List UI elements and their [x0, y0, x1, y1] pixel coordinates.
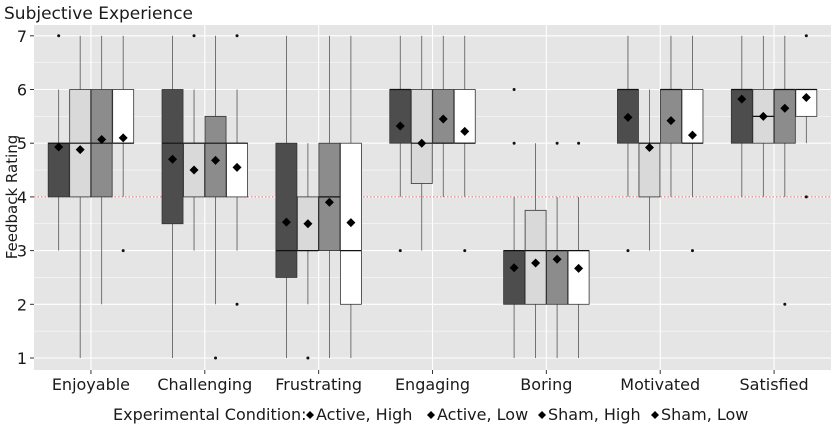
mean-marker [737, 94, 747, 104]
outlier-point [398, 249, 402, 253]
outlier-point [121, 249, 125, 253]
outlier-point [555, 141, 559, 145]
mean-marker [324, 197, 334, 207]
outlier-point [463, 249, 467, 253]
box [389, 89, 412, 144]
x-tick-label: Boring [520, 375, 572, 394]
mean-marker [346, 218, 356, 228]
mean-marker [666, 116, 676, 126]
mean-marker [395, 121, 405, 131]
box-group-frustrating [275, 35, 362, 360]
mean-marker [438, 114, 448, 124]
y-tick-label: 1 [17, 349, 27, 368]
chart-title: Subjective Experience [4, 4, 193, 24]
box [275, 142, 298, 278]
outlier-point [577, 141, 581, 145]
legend-title: Experimental Condition: [113, 405, 307, 424]
outlier-point [512, 88, 516, 91]
outlier-point [192, 34, 196, 38]
mean-marker [54, 142, 64, 152]
box-group-challenging [161, 34, 248, 360]
legend-key [427, 411, 435, 419]
mean-marker [189, 165, 199, 175]
outlier-point [306, 356, 310, 360]
y-tick-label: 6 [17, 81, 27, 100]
legend: Experimental Condition: Active, High Activ… [113, 405, 748, 424]
outlier-point [57, 34, 61, 38]
mean-marker [574, 263, 584, 273]
x-tick-label: Challenging [157, 375, 252, 394]
legend-label: Sham, Low [661, 405, 748, 424]
legend-label: Active, High [316, 405, 412, 424]
outlier-point [783, 302, 787, 306]
legend-key [538, 411, 546, 419]
box-group-engaging [389, 35, 476, 253]
x-axis-ticks: Enjoyable Challenging Frustrating Engaging B… [52, 370, 809, 394]
outlier-point [690, 249, 694, 253]
legend-key [306, 411, 314, 419]
y-axis-ticks: 1 2 3 4 5 6 7 [17, 27, 34, 368]
mean-marker [417, 138, 427, 148]
box-group-enjoyable [47, 34, 135, 358]
outlier-point [804, 195, 808, 199]
mean-marker [758, 111, 768, 121]
mean-marker [281, 217, 291, 227]
mean-marker [118, 133, 128, 143]
mean-marker [460, 126, 470, 136]
box-group-boring [503, 88, 590, 358]
mean-marker [303, 219, 313, 229]
y-axis-label: Feedback Rating [3, 135, 21, 260]
mean-marker [644, 142, 654, 152]
outlier-point [235, 34, 239, 38]
outlier-point [626, 249, 630, 253]
box-groups [47, 34, 818, 360]
outlier-point [804, 34, 808, 38]
outlier-point [214, 356, 218, 360]
mean-marker [552, 254, 562, 264]
box-group-motivated [617, 35, 704, 253]
mean-marker [75, 145, 85, 155]
mean-marker [509, 263, 519, 273]
box [503, 250, 526, 305]
y-tick-label: 3 [17, 242, 27, 261]
y-tick-label: 2 [17, 295, 27, 314]
mean-marker [623, 112, 633, 122]
x-tick-label: Engaging [395, 375, 470, 394]
box [567, 250, 590, 305]
outlier-point [235, 302, 239, 306]
mean-marker [168, 154, 178, 164]
y-tick-label: 7 [17, 27, 27, 46]
x-tick-label: Motivated [620, 375, 700, 394]
box [410, 89, 433, 184]
box [524, 209, 547, 305]
legend-label: Sham, High [548, 405, 641, 424]
mean-marker [232, 162, 242, 172]
x-tick-label: Satisfied [740, 375, 809, 394]
outlier-point [512, 141, 516, 145]
box-group-satisfied [730, 34, 818, 306]
box [773, 89, 796, 144]
mean-marker [531, 258, 541, 268]
y-tick-label: 5 [17, 134, 27, 153]
y-tick-label: 4 [17, 188, 27, 207]
legend-label: Active, Low [437, 405, 528, 424]
x-tick-label: Frustrating [275, 375, 362, 394]
mean-marker [687, 130, 697, 140]
mean-marker [801, 93, 811, 103]
legend-key [651, 411, 659, 419]
mean-marker [97, 134, 107, 144]
mean-marker [780, 103, 790, 113]
x-tick-label: Enjoyable [52, 375, 130, 394]
mean-marker [211, 155, 221, 165]
